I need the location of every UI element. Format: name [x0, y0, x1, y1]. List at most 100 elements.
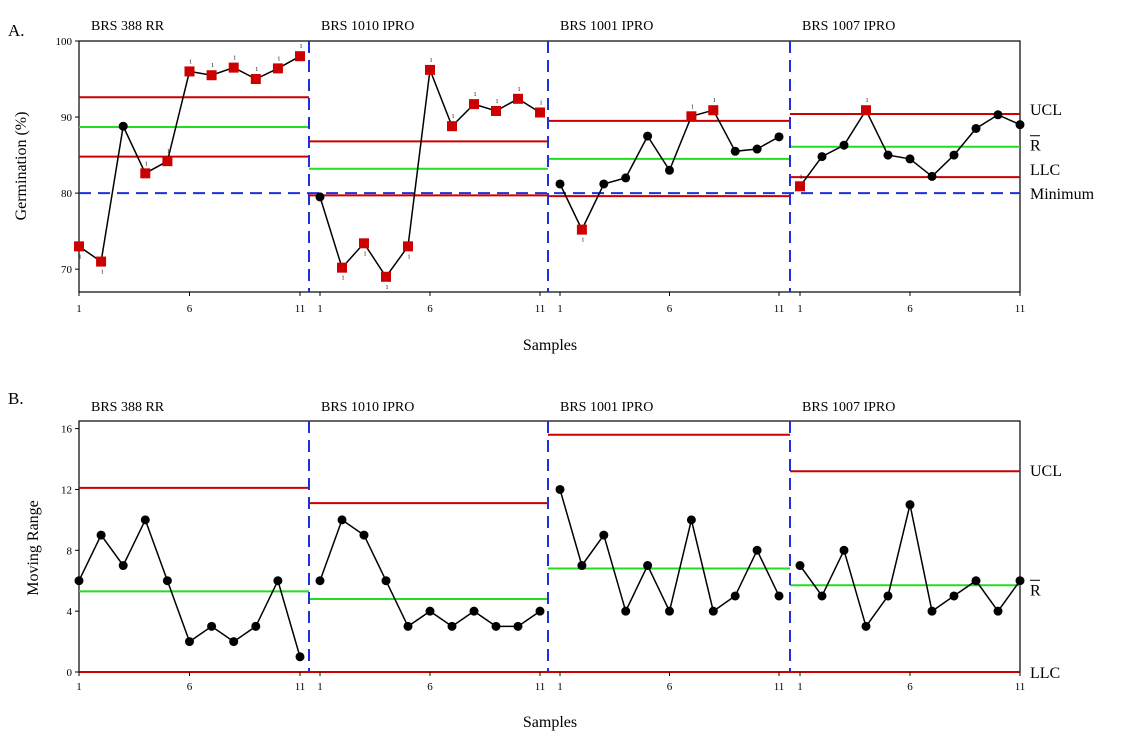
panel-a-y-tick-label: 70: [61, 264, 73, 276]
panel-b-data-point: [861, 621, 871, 631]
panel-b-data-point: [251, 621, 261, 631]
panel-b-data-point: [795, 561, 805, 571]
panel-b-data-point: [708, 606, 718, 616]
panel-a-flagged-point: [576, 224, 587, 235]
panel-b-center-label: R: [1030, 582, 1041, 599]
panel-b-data-point: [381, 576, 391, 586]
panel-a-flagged-point: [469, 99, 479, 110]
panel-a-data-point: [643, 131, 653, 141]
panel-a-x-tick-label: 11: [295, 303, 306, 315]
panel-a-flagged-point: [206, 70, 217, 81]
panel-a-data-point: [621, 173, 631, 183]
panel-a-flagged-point: [708, 105, 719, 116]
panel-b-data-point: [295, 652, 305, 662]
panel-a-x-tick-label: 11: [535, 303, 546, 315]
panel-b-data-point: [74, 576, 84, 586]
panel-b-data-point: [839, 545, 849, 555]
panel-b-data-point: [229, 637, 239, 647]
panel-a-x-tick-label: 1: [557, 303, 563, 315]
panel-a-data-point: [971, 123, 981, 133]
panel-a-data-point: [839, 140, 849, 150]
panel-a-y-tick-label: 100: [56, 36, 73, 48]
panel-b-data-point: [185, 637, 194, 647]
panel-b-data-point: [162, 576, 172, 586]
panel-a-x-tick-label: 11: [774, 303, 785, 315]
panel-a-flag-note: 1: [211, 63, 214, 69]
panel-a-flag-note: 1: [713, 98, 716, 104]
panel-a-flag-note: 1: [233, 56, 236, 62]
panel-b-data-point: [817, 591, 827, 601]
panel-a-flagged-point: [162, 156, 173, 167]
panel-a-flag-note: 1: [386, 285, 389, 291]
panel-a-flagged-point: [295, 51, 305, 62]
panel-a-flag-note: 1: [430, 58, 433, 64]
panel-b-data-point: [774, 591, 784, 601]
panel-b-data-point: [621, 606, 631, 616]
panel-a-flagged-point: [381, 271, 391, 282]
panel-a-flag-note: 1: [167, 149, 170, 155]
panel-b-x-tick-label: 6: [667, 681, 673, 693]
panel-b-x-axis-label: Samples: [523, 714, 577, 731]
panel-a-flag-note: 1: [364, 251, 367, 257]
panel-a-flagged-point: [228, 62, 239, 73]
panel-b-data-point: [555, 484, 565, 494]
panel-a-y-axis-label: Germination (%): [13, 112, 30, 221]
panel-a-flagged-point: [425, 64, 435, 75]
panel-b-x-tick-label: 1: [317, 681, 323, 693]
panel-b-data-point: [577, 561, 587, 571]
panel-a-data-point: [665, 165, 674, 175]
panel-b-data-point: [337, 515, 347, 525]
panel-a-flagged-point: [795, 181, 805, 192]
panel-b-y-tick-label: 16: [61, 424, 73, 436]
panel-a-group-title: BRS 1007 IPRO: [802, 19, 895, 34]
panel-b-data-point: [599, 530, 609, 540]
panel-a-data-point: [927, 171, 937, 181]
panel-b-series-line: [799, 504, 1021, 629]
panel-a-minimum-label: Minimum: [1030, 186, 1095, 203]
panel-a-flag-note: 1: [496, 99, 499, 105]
panel-b-x-tick-label: 1: [76, 681, 82, 693]
panel-a-x-tick-label: 6: [667, 303, 673, 315]
panel-a-ucl-label: UCL: [1030, 102, 1062, 119]
panel-a-x-tick-label: 6: [187, 303, 193, 315]
panel-b-group-title: BRS 1001 IPRO: [560, 400, 653, 415]
panel-b-data-point: [752, 545, 762, 555]
panel-a-data-point: [599, 179, 609, 189]
panel-a-flag-note: 1: [408, 254, 411, 260]
panel-a-flag-note: 1: [189, 59, 192, 65]
panel-b-data-point: [273, 576, 283, 586]
panel-a-group-title: BRS 1010 IPRO: [321, 19, 414, 34]
panel-a-data-point: [774, 132, 784, 142]
panel-a-flagged-point: [491, 105, 501, 116]
panel-a-plot-frame: [78, 40, 1021, 293]
panel-a-y-tick-label: 80: [61, 188, 73, 200]
panel-a-x-tick-label: 1: [317, 303, 323, 315]
panel-a-flagged-point: [535, 107, 545, 118]
panel-a-x-tick-label: 6: [427, 303, 433, 315]
panel-a-flagged-point: [686, 111, 697, 122]
panel-a-flagged-point: [359, 238, 369, 249]
panel-a-flagged-point: [140, 168, 151, 179]
panel-a-flag-note: 1: [101, 270, 104, 276]
panel-a-group-title: BRS 1001 IPRO: [560, 19, 653, 34]
panel-b-data-point: [730, 591, 740, 601]
panel-a-group-title: BRS 388 RR: [91, 19, 165, 34]
panel-b-data-point: [469, 606, 479, 616]
panel-b-group-title: BRS 1010 IPRO: [321, 400, 414, 415]
panel-b-x-tick-label: 11: [535, 681, 546, 693]
panel-b-x-tick-label: 11: [295, 681, 306, 693]
panel-a-flag-note: 1: [255, 67, 258, 73]
panel-b-x-tick-label: 11: [1015, 681, 1026, 693]
panel-a-flag-note: 1: [518, 87, 521, 93]
panel-a-series-line: [319, 69, 541, 279]
panel-a-flagged-point: [513, 93, 523, 104]
panel-a-x-tick-label: 1: [76, 303, 82, 315]
panel-a-lcl-label: LLC: [1030, 162, 1060, 179]
panel-b-data-point: [96, 530, 106, 540]
panel-b-y-axis-label: Moving Range: [25, 500, 42, 596]
panel-b-data-point: [927, 606, 937, 616]
panel-a-flag-note: 1: [79, 254, 82, 260]
panel-a-data-point: [1015, 120, 1025, 130]
panel-b-data-point: [403, 621, 413, 631]
